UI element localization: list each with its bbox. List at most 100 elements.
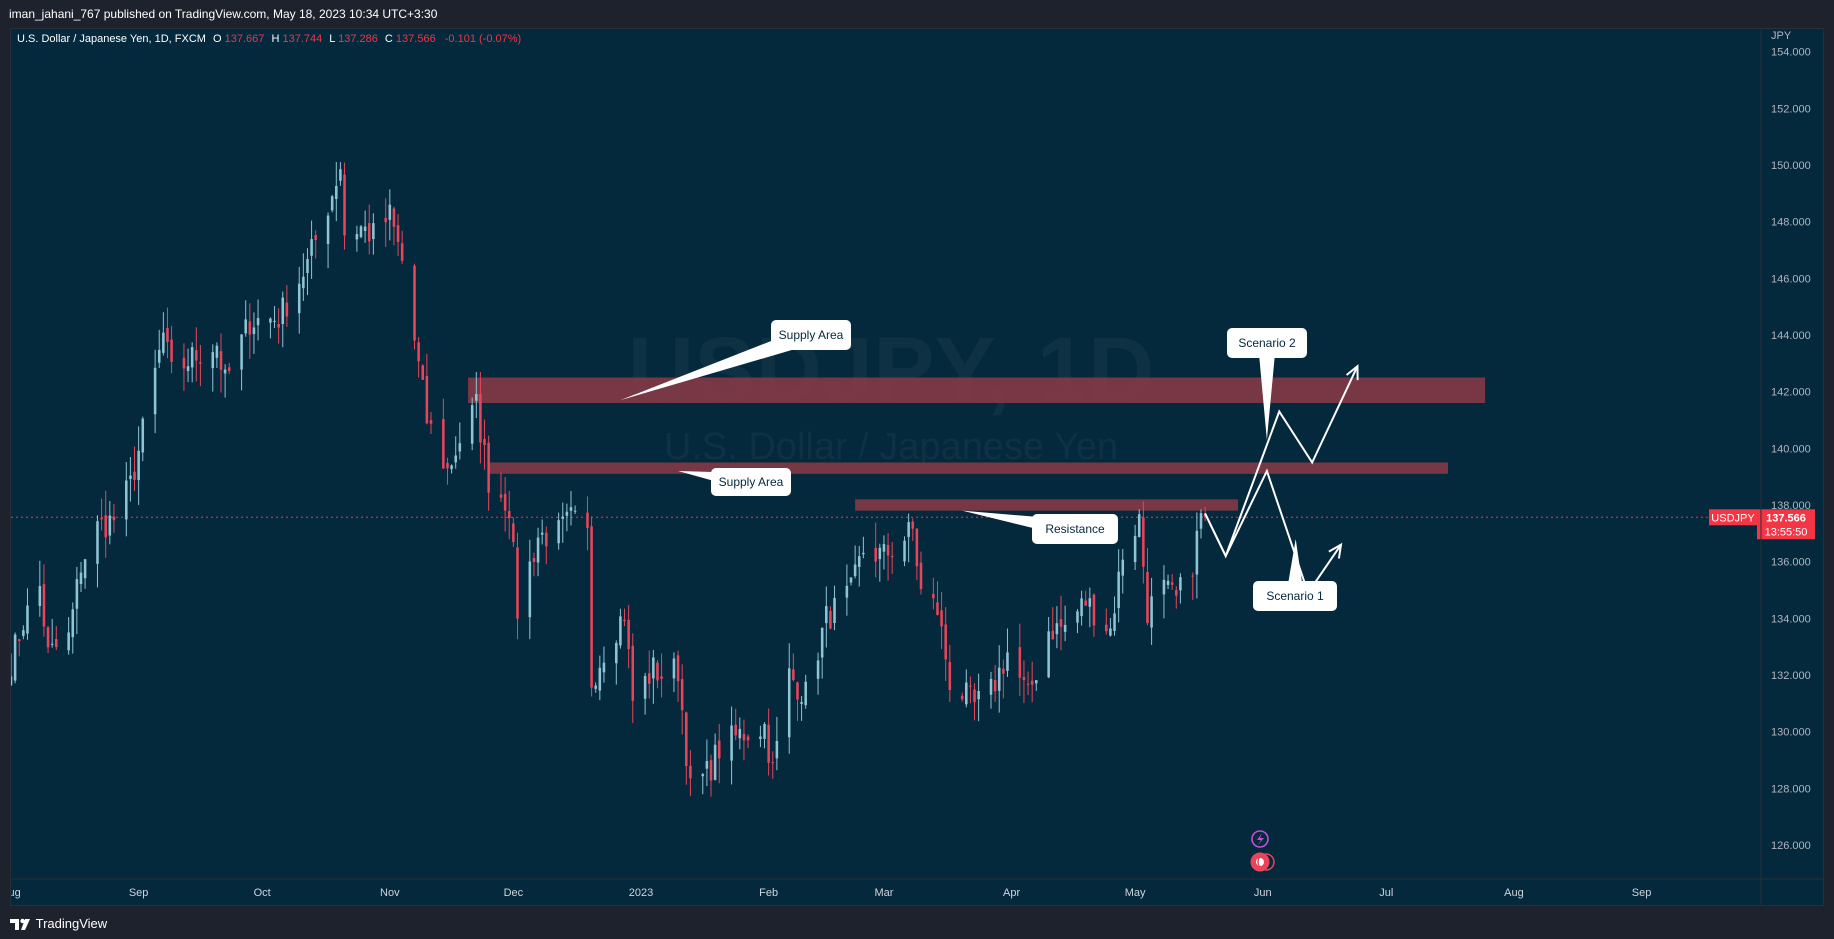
zone-rect[interactable] <box>855 499 1239 511</box>
candle-body <box>730 725 733 761</box>
candle-body <box>767 724 770 763</box>
candle-body <box>672 658 676 679</box>
badge-symbol-bg <box>1709 509 1757 526</box>
event-markers[interactable] <box>1250 830 1275 872</box>
y-tick-label: 152.000 <box>1771 103 1811 115</box>
candle-body <box>738 728 742 739</box>
candle-body <box>701 774 705 777</box>
zone-rect[interactable] <box>488 462 1449 474</box>
candle-body <box>717 740 721 759</box>
y-tick-label: 144.000 <box>1771 330 1811 342</box>
y-tick-label: 130.000 <box>1771 727 1811 739</box>
candle-body <box>256 318 260 326</box>
x-tick-label: Feb <box>759 887 778 899</box>
candle-body <box>442 419 445 469</box>
candle-body <box>166 327 169 342</box>
candle-body <box>1018 647 1022 678</box>
candle-body <box>936 602 939 615</box>
candle-body <box>50 643 54 645</box>
candle-body <box>269 318 272 323</box>
candle-body <box>845 585 849 598</box>
candle-body <box>569 507 573 511</box>
callout-label: Scenario 1 <box>1266 589 1324 603</box>
candle-body <box>330 196 334 211</box>
candle-body <box>186 366 190 372</box>
candle-body <box>475 394 478 401</box>
candle-body <box>512 523 515 542</box>
candle-body <box>170 339 173 362</box>
x-tick-label: May <box>1125 887 1146 899</box>
candle-body <box>277 323 280 328</box>
candle-body <box>532 557 536 562</box>
candle-body <box>820 627 824 658</box>
candle-body <box>1121 559 1125 576</box>
low-label: L <box>329 33 335 45</box>
tradingview-logo[interactable]: TradingView <box>10 915 107 931</box>
candle-body <box>326 215 330 245</box>
candle-body <box>112 516 116 521</box>
candle-body <box>1191 575 1195 577</box>
candle-body <box>483 438 486 445</box>
candle-body <box>75 579 79 609</box>
candle-body <box>903 540 906 562</box>
y-tick-label: 146.000 <box>1771 273 1811 285</box>
candle-body <box>816 660 820 679</box>
candle-body <box>940 610 943 627</box>
candle-body <box>561 516 565 519</box>
price-axis[interactable]: 154.000 152.000 150.000 148.000 146.000 144.0… <box>1771 47 1811 852</box>
candle-body <box>454 455 457 463</box>
candle-body <box>890 556 894 558</box>
candle-body <box>306 259 309 274</box>
annotation-callout[interactable]: Supply Area <box>678 468 791 496</box>
candle-body <box>413 265 416 341</box>
candle-body <box>907 522 910 537</box>
annotation-callout[interactable]: Resistance <box>962 510 1118 544</box>
candle-body <box>804 681 807 706</box>
candle-body <box>862 552 865 555</box>
candle-body <box>857 556 861 567</box>
time-axis[interactable]: Aug Sep Oct Nov Dec 2023 Feb Mar Apr May Jun Jul Aug… <box>11 887 1651 899</box>
candle-body <box>775 740 779 759</box>
candle-body <box>545 532 548 547</box>
candle-body <box>647 673 651 684</box>
candle-body <box>425 376 429 424</box>
candle-body <box>400 243 404 261</box>
annotation-callout[interactable]: Scenario 2 <box>1227 328 1307 440</box>
candle-body <box>125 480 128 520</box>
annotation-callout[interactable]: Supply Area <box>620 320 851 401</box>
scenarios-layer <box>1204 364 1359 596</box>
callout-label: Resistance <box>1045 522 1105 536</box>
candle-body <box>42 584 46 627</box>
candle-body <box>421 365 425 380</box>
candle-body <box>310 239 313 256</box>
price-chart[interactable]: USDJPY, 1D U.S. Dollar / Japanese Yen Su… <box>11 29 1823 905</box>
candle-body <box>1199 513 1203 529</box>
candle-body <box>977 691 980 700</box>
callout-label: Supply Area <box>779 328 844 342</box>
scenario-path[interactable] <box>1204 468 1342 596</box>
candle-body <box>190 347 194 368</box>
zone-rect[interactable] <box>468 377 1486 404</box>
candle-body <box>829 610 832 629</box>
close-label: C <box>385 33 393 45</box>
candle-body <box>1195 530 1199 575</box>
candle-body <box>79 572 83 584</box>
candle-body <box>619 616 622 646</box>
candle-body <box>919 562 923 590</box>
candle-body <box>643 675 647 699</box>
candle-body <box>199 362 202 364</box>
high-label: H <box>271 33 279 45</box>
symbol-name: U.S. Dollar / Japanese Yen, 1D, FXCM <box>17 33 206 45</box>
tradingview-logo-text: TradingView <box>35 916 108 932</box>
scenario-path[interactable] <box>1204 365 1359 559</box>
candle-body <box>853 564 857 577</box>
candle-body <box>960 695 964 700</box>
candle-body <box>339 169 342 181</box>
chart-panel[interactable]: USDJPY, 1D U.S. Dollar / Japanese Yen Su… <box>10 28 1824 906</box>
candle-body <box>372 223 375 240</box>
candle-body <box>615 642 618 664</box>
annotation-callout[interactable]: Scenario 1 <box>1253 539 1337 611</box>
candle-body <box>470 405 474 444</box>
candle-body <box>100 518 103 520</box>
candle-body <box>22 630 25 636</box>
